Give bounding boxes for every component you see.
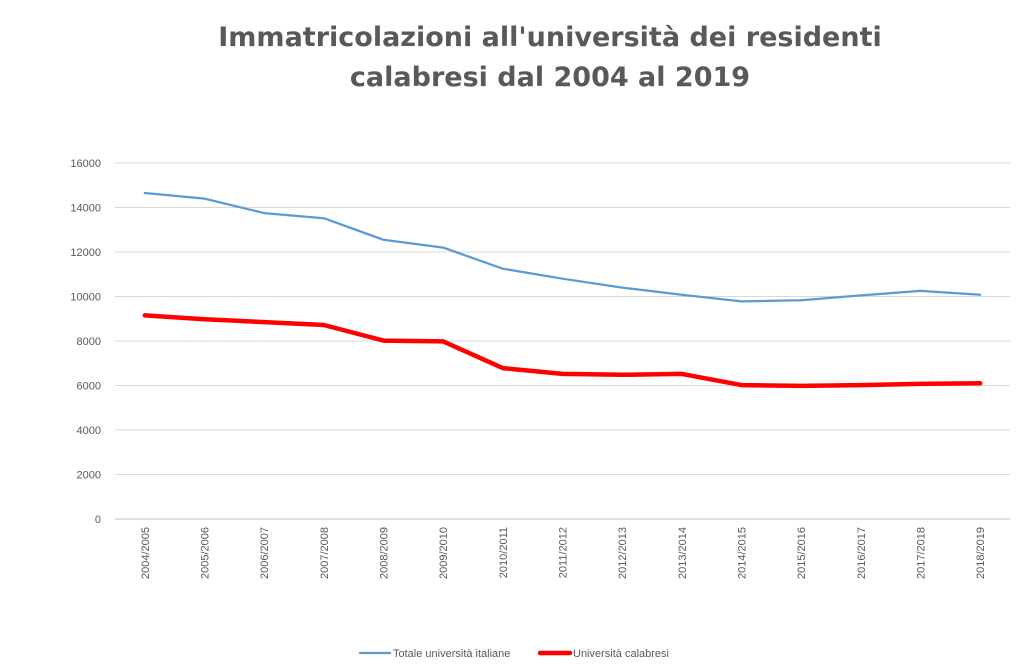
series-lines: [142, 191, 983, 389]
y-tick-label: 16000: [70, 158, 101, 170]
chart-title-line-2: calabresi dal 2004 al 2019: [349, 62, 751, 93]
x-tick-label: 2016/2017: [856, 527, 868, 579]
y-tick-label: 12000: [70, 247, 101, 259]
y-tick-label: 8000: [77, 336, 101, 348]
x-tick-label: 2007/2008: [319, 527, 331, 579]
legend-label-0: Totale università italiane: [393, 648, 510, 660]
y-tick-label: 10000: [70, 292, 101, 304]
y-tick-label: 4000: [77, 425, 101, 437]
y-tick-label: 6000: [77, 381, 101, 393]
legend: Totale università italiane Università cal…: [358, 648, 669, 660]
x-tick-label: 2008/2009: [379, 527, 391, 579]
x-tick-label: 2015/2016: [796, 527, 808, 579]
series-line-1: [142, 313, 983, 389]
x-tick-label: 2004/2005: [140, 527, 152, 579]
x-tick-label: 2012/2013: [617, 527, 629, 579]
x-tick-label: 2010/2011: [498, 527, 510, 578]
chart-title-line-1: Immatricolazioni all'università dei resi…: [218, 22, 882, 53]
x-tick-label: 2013/2014: [677, 527, 689, 579]
legend-label-1: Università calabresi: [573, 648, 669, 660]
x-tick-label: 2014/2015: [737, 527, 749, 579]
chart-title: Immatricolazioni all'università dei resi…: [180, 18, 920, 98]
x-tick-label: 2017/2018: [916, 527, 928, 579]
x-tick-label: 2005/2006: [200, 527, 212, 579]
series-line-0: [143, 191, 982, 303]
y-tick-label: 2000: [77, 470, 101, 482]
gridlines: [115, 162, 1010, 520]
x-tick-label: 2006/2007: [259, 527, 271, 579]
x-tick-label: 2011/2012: [558, 527, 570, 578]
y-tick-label: 0: [95, 514, 101, 526]
x-tick-label: 2018/2019: [975, 527, 987, 579]
y-tick-label: 14000: [70, 203, 101, 215]
x-tick-label: 2009/2010: [438, 527, 450, 579]
y-axis-ticks: 0 2000 4000 6000 8000 10000 12000 14000 16000: [70, 158, 101, 526]
x-axis-ticks: 2004/2005 2005/2006 2006/2007 2007/2008 2008…: [140, 527, 987, 579]
